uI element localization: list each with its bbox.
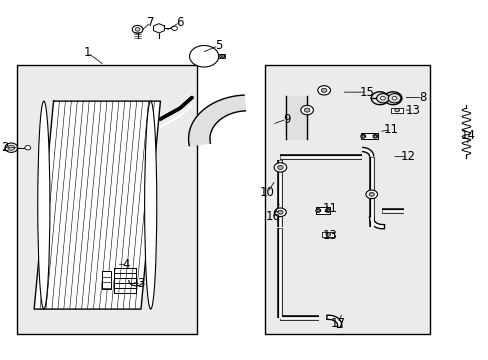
Bar: [102, 271, 111, 289]
Circle shape: [221, 55, 223, 57]
Text: 8: 8: [418, 91, 426, 104]
Circle shape: [135, 28, 140, 31]
Bar: [360, 133, 377, 139]
Bar: [390, 108, 403, 113]
Polygon shape: [153, 24, 164, 33]
Text: 17: 17: [329, 317, 345, 330]
Circle shape: [5, 143, 18, 152]
Circle shape: [277, 210, 283, 214]
Ellipse shape: [38, 101, 50, 309]
Circle shape: [325, 209, 330, 212]
Circle shape: [8, 145, 15, 150]
Text: 2: 2: [1, 141, 9, 154]
Circle shape: [368, 192, 374, 196]
Circle shape: [365, 190, 377, 199]
Text: 1: 1: [83, 46, 91, 59]
Circle shape: [189, 45, 218, 67]
Circle shape: [316, 210, 319, 211]
Text: 15: 15: [359, 86, 373, 99]
Text: 16: 16: [265, 210, 281, 223]
Text: 4: 4: [122, 258, 130, 271]
Bar: [322, 232, 334, 237]
Circle shape: [219, 54, 224, 58]
Circle shape: [274, 208, 285, 217]
Polygon shape: [34, 101, 160, 309]
Circle shape: [171, 26, 177, 31]
Circle shape: [304, 108, 309, 112]
Circle shape: [391, 96, 396, 100]
Circle shape: [274, 163, 286, 172]
Circle shape: [387, 94, 400, 103]
Text: 7: 7: [147, 16, 154, 29]
Circle shape: [277, 165, 283, 170]
Circle shape: [317, 86, 330, 95]
Circle shape: [376, 94, 388, 103]
Text: 13: 13: [323, 229, 337, 242]
Circle shape: [300, 105, 313, 115]
Polygon shape: [188, 95, 245, 145]
Circle shape: [132, 26, 142, 33]
Text: 12: 12: [400, 150, 415, 163]
Circle shape: [361, 135, 364, 137]
Circle shape: [325, 233, 330, 236]
Circle shape: [321, 88, 326, 93]
Text: 5: 5: [215, 39, 222, 52]
Circle shape: [25, 145, 31, 150]
Text: 3: 3: [137, 278, 144, 291]
Bar: [17, 65, 197, 334]
Circle shape: [326, 210, 329, 211]
Text: 11: 11: [322, 202, 337, 215]
Text: 9: 9: [283, 113, 290, 126]
Text: 6: 6: [176, 16, 183, 29]
Circle shape: [315, 209, 320, 212]
Circle shape: [394, 108, 399, 112]
Ellipse shape: [144, 101, 157, 309]
Circle shape: [373, 135, 376, 137]
Bar: [264, 65, 429, 334]
Circle shape: [372, 134, 377, 138]
Text: 13: 13: [405, 104, 420, 117]
Polygon shape: [285, 96, 306, 139]
Text: 10: 10: [259, 186, 274, 199]
Text: 11: 11: [383, 123, 398, 136]
Text: 14: 14: [460, 129, 474, 142]
Circle shape: [380, 96, 385, 100]
Circle shape: [360, 134, 365, 138]
Bar: [217, 54, 224, 58]
Bar: [315, 207, 330, 214]
